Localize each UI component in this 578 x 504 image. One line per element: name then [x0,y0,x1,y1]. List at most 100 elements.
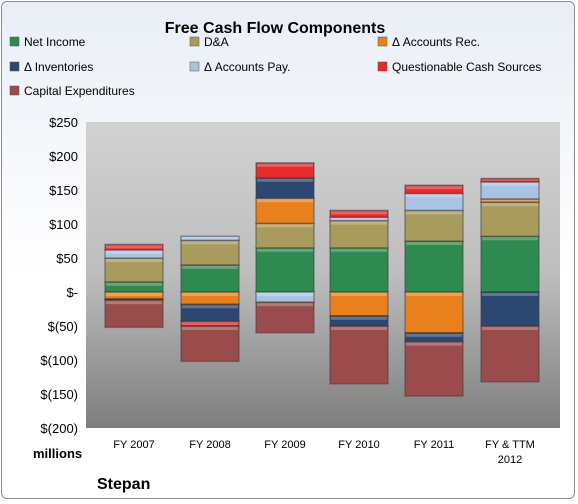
bar-segment-highlight [182,322,238,325]
bar-segment-highlight [257,303,313,307]
bar-segment [480,235,540,293]
x-category-label: FY & TTM 2012 [485,439,535,466]
legend-label: Δ Accounts Pay. [204,60,291,74]
x-category-label: FY 2011 [414,439,455,451]
bar-segment [480,325,540,383]
y-tick-label: $50 [56,251,78,266]
legend-swatch [9,36,20,47]
bar-segment [480,177,540,183]
company-name: Stepan [97,476,150,493]
legend-swatch [9,85,20,96]
legend-label: Net Income [24,35,86,49]
bar-segment-highlight [406,242,462,245]
bar-segment [104,243,164,251]
legend-swatch [377,36,388,47]
bar-segment [480,201,540,237]
bar-segment [180,239,240,266]
bar-segment-highlight [331,221,387,225]
chart-title: Free Cash Flow Components [165,20,386,37]
bar-segment-highlight [331,248,387,252]
bar-segment-highlight [482,293,538,296]
bar-segment-highlight [406,211,462,215]
bar-segment-highlight [331,316,387,320]
y-tick-label: $(100) [40,353,78,368]
legend-label: D&A [204,35,229,49]
bar-segment-highlight [106,301,162,305]
legend-label: Questionable Cash Sources [392,60,541,74]
bar-segment-highlight [182,293,238,296]
bar-segment-highlight [257,163,313,167]
y-tick-label: $- [66,285,78,300]
bar-segment-highlight [482,237,538,241]
bar-segment-highlight [106,259,162,262]
bar-segment-highlight [106,282,162,286]
x-category-label: FY 2007 [113,439,154,451]
bar-segment-highlight [406,342,462,346]
y-tick-label: $(200) [40,421,78,436]
y-axis-ticks: $250 $200 $150 $100 $50 $- $(50) $(100) $(150) $(… [40,115,78,436]
bar-segment [255,162,315,179]
bar-segment [329,325,389,385]
bar-segment-highlight [106,293,162,296]
bar-segment-highlight [331,327,387,330]
bar-segment-highlight [257,199,313,203]
bar-segment-highlight [257,248,313,252]
bar-segment-highlight [182,327,238,330]
bar-segment [404,291,464,334]
legend-label: Capital Expenditures [24,84,135,98]
legend-label: Δ Inventories [24,60,93,74]
bar-segment-highlight [257,293,313,296]
y-tick-label: $100 [49,217,78,232]
legend-swatch [377,61,388,72]
bar-segment [329,219,389,249]
bar-segment [180,235,240,242]
bar-segment [104,299,164,329]
bar-segment-highlight [182,265,238,269]
bar-segment-highlight [331,293,387,296]
bar-segment [329,209,389,218]
y-tick-label: $(150) [40,387,78,402]
x-axis-labels: FY 2007 FY 2008 FY 2009 FY 2010 FY 2011 FY & … [113,439,535,466]
bar-segment [404,209,464,242]
bar-segment-highlight [482,203,538,207]
bar-segment-highlight [257,178,313,182]
legend-swatch [9,61,20,72]
bar-segment-highlight [482,199,538,202]
bar-segment-highlight [482,327,538,330]
bar-segment [404,184,464,195]
y-tick-label: $(50) [48,319,78,334]
bar-segment [180,264,240,293]
legend-swatch [189,36,200,47]
bar-segment-highlight [482,179,538,181]
bar-segment [404,340,464,397]
bar-segment-highlight [106,250,162,254]
bar-segment [404,240,464,293]
bar-segment [255,247,315,293]
bar-segment [255,197,315,225]
bar-segment-highlight [106,245,162,249]
legend: Net Income D&A Δ Accounts Rec. Δ Inventorie… [9,35,541,98]
legend-label: Δ Accounts Rec. [392,35,480,49]
bar-segment [104,298,164,301]
bar-segment [180,325,240,363]
y-tick-label: $150 [49,183,78,198]
y-tick-label: $250 [49,115,78,130]
bar-segment [404,332,464,343]
bar-segment [255,222,315,249]
bar-segment-highlight [406,333,462,337]
y-tick-label: $200 [49,149,78,164]
bar-segment-highlight [331,211,387,215]
bar-segment [329,247,389,293]
bar-segment-highlight [406,194,462,198]
bar-segment-highlight [331,218,387,220]
bars [104,162,540,397]
x-category-label: FY 2010 [338,439,379,451]
units-label: millions [33,446,82,461]
bar-segment-highlight [482,182,538,186]
bar-segment-highlight [182,305,238,309]
x-category-label: FY 2008 [189,439,230,451]
bar-segment [480,291,540,327]
legend-swatch [189,61,200,72]
